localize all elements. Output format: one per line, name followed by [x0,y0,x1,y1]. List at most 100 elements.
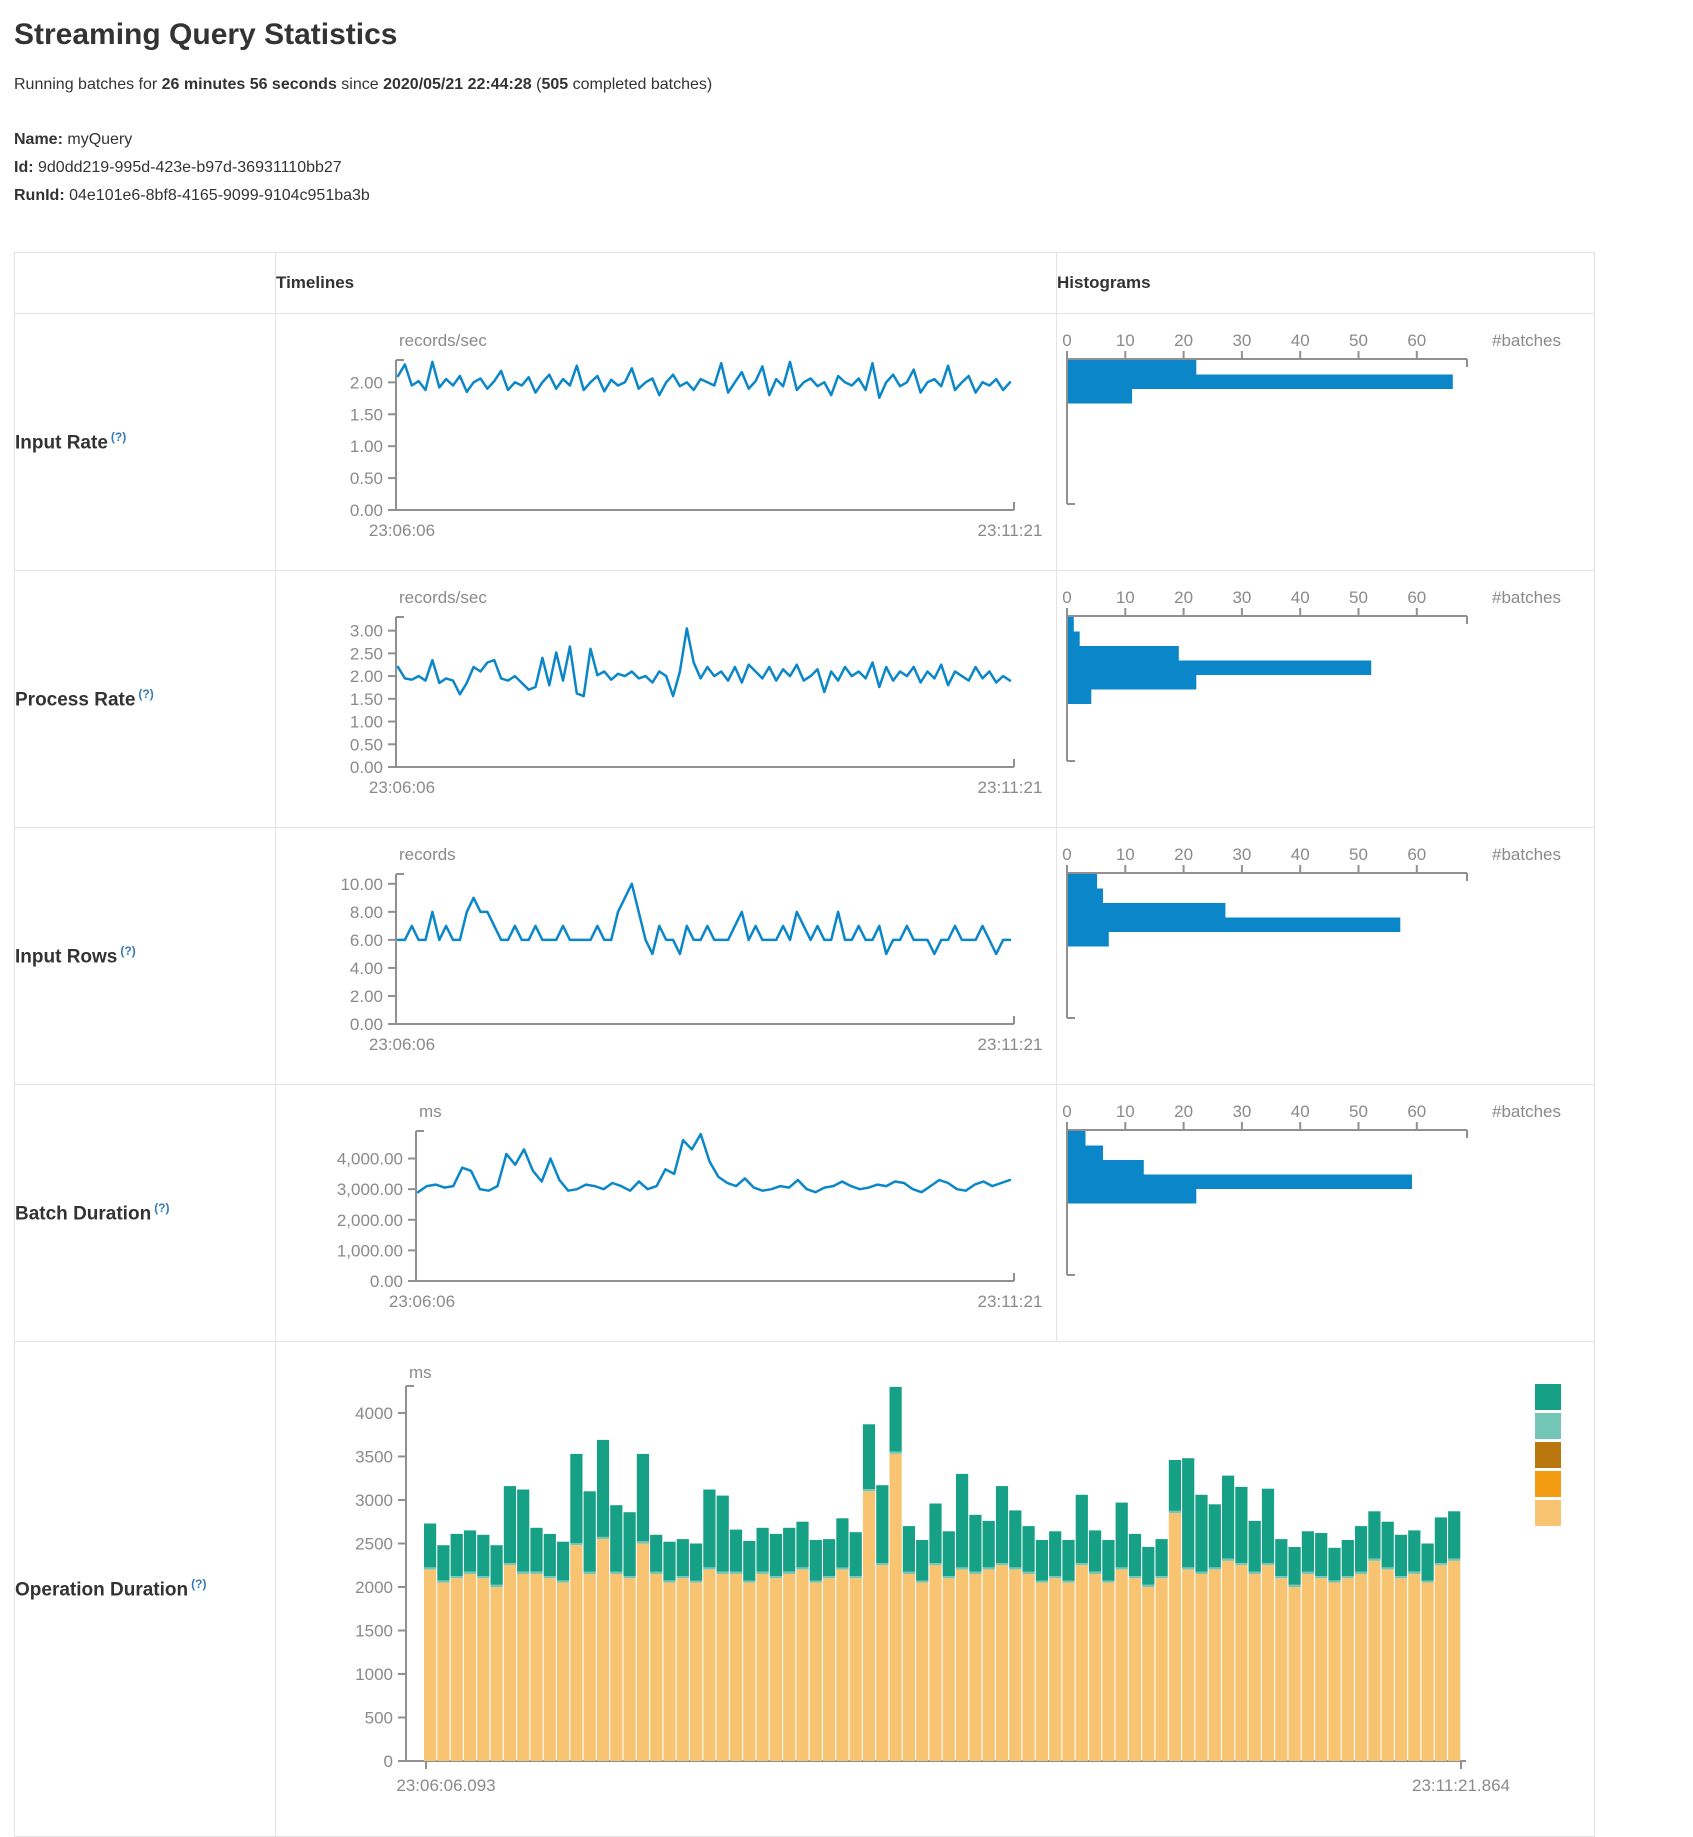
running-duration: 26 minutes 56 seconds [161,76,337,93]
op-bar-sliver [889,1451,902,1454]
op-bar-sliver [437,1580,450,1583]
input-rate-line [396,360,1012,399]
op-bar-base [1128,1578,1142,1761]
op-bar-base [969,1573,982,1761]
op-bar-sliver [424,1567,437,1570]
op-bar-base [1261,1565,1275,1761]
legend-swatch [1535,1442,1561,1468]
input-rows-ytick: 2.00 [350,987,383,1006]
batch-duration-line [416,1132,1012,1194]
op-bar-sliver [1075,1563,1088,1566]
op-bar-top [956,1473,969,1568]
op-bar-base [889,1453,902,1761]
op-bar-sliver [1168,1510,1181,1514]
process-rate-help-icon[interactable]: (?) [138,686,154,701]
op-bar-base [1235,1565,1248,1761]
input-rows-help-icon[interactable]: (?) [120,943,136,958]
op-bar-sliver [1288,1584,1301,1587]
input-rate-row: Input Rate (?) records/sec 0.00 0.50 1.00 1.5… [14,313,1595,571]
op-bar-base [1408,1573,1421,1761]
op-bar-top [942,1531,955,1577]
op-bar-base [570,1545,583,1761]
input-rows-hist-xtick: 50 [1349,845,1368,864]
op-bar-base [503,1565,516,1761]
op-bar-sliver [1089,1571,1102,1574]
op-bar-base [1155,1578,1168,1761]
op-bar-sliver [676,1576,689,1579]
input-rows-hist-xtick: 60 [1407,845,1426,864]
op-bar-top [477,1534,490,1577]
op-bar-sliver [783,1571,796,1574]
op-bar-base [450,1578,463,1761]
input-rows-ytick: 10.00 [340,875,383,894]
batch-duration-hist-xtick: 0 [1062,1102,1071,1121]
process-rate-label: Process Rate [15,689,136,711]
query-id-value: 9d0dd219-995d-423e-b97d-36931110bb27 [38,159,342,176]
op-bar-base [743,1582,756,1761]
op-bar-base [583,1573,596,1761]
batch-duration-label-cell: Batch Duration (?) [14,1084,276,1342]
op-bar-sliver [703,1567,716,1570]
legend-swatch [1535,1500,1561,1526]
process-rate-unit-label: records/sec [399,588,487,607]
op-bar-base [1315,1578,1328,1761]
op-bar-base [982,1569,995,1761]
batch-duration-help-icon[interactable]: (?) [154,1200,170,1215]
process-rate-ytick: 2.00 [350,667,383,686]
input-rows-hist-bar [1068,932,1109,947]
op-bar-base [956,1569,969,1761]
op-bar-base [530,1573,543,1761]
input-rows-hist-bar [1068,888,1103,903]
op-bar-top [1355,1526,1368,1572]
process-rate-hist-xtick: 30 [1232,588,1251,607]
op-bar-base [929,1565,942,1761]
op-bar-base [1328,1582,1341,1761]
op-bar-sliver [1049,1576,1062,1579]
op-bar-top [1035,1540,1048,1581]
op-bar-top [1049,1531,1062,1577]
op-bar-sliver [1102,1580,1115,1583]
op-bar-top [1089,1530,1102,1572]
op-bar-base [1394,1578,1408,1761]
op-bar-base [1115,1569,1128,1761]
input-rows-batches-label: #batches [1492,845,1561,864]
batch-duration-ytick: 1,000.00 [337,1241,403,1260]
operation-duration-help-icon[interactable]: (?) [191,1576,207,1591]
input-rows-ytick: 6.00 [350,931,383,950]
op-bar-top [1182,1458,1195,1568]
input-rows-row: Input Rows (?) records 0.00 2.00 4.00 6.00 8.0… [14,827,1595,1085]
op-bar-base [1355,1573,1368,1761]
op-bar-base [809,1582,822,1761]
process-rate-histogram-chart: 0 10 20 30 40 50 60 #batches [1057,571,1594,827]
input-rate-hist-xtick: 10 [1116,331,1135,350]
op-bar-sliver [902,1571,915,1574]
op-bar-base [557,1582,570,1761]
process-rate-hist-bar [1068,675,1197,690]
op-bar-sliver [1022,1571,1035,1574]
op-bar-top [809,1540,822,1581]
process-rate-hist-xtick: 20 [1174,588,1193,607]
op-bar-top [676,1539,689,1577]
batch-duration-hist-bar [1068,1160,1144,1175]
op-bar-base [756,1573,769,1761]
operation-duration-ytick: 0 [384,1752,393,1771]
operation-duration-label: Operation Duration [15,1579,189,1601]
op-bar-base [1222,1560,1235,1761]
batch-duration-xend: 23:11:21 [978,1292,1043,1311]
input-rows-label: Input Rows [15,946,118,968]
op-bar-base [650,1573,663,1761]
op-bar-top [1421,1543,1434,1581]
op-bar-top [1022,1526,1035,1572]
operation-duration-ytick: 1500 [355,1621,393,1640]
op-bar-top [1288,1547,1301,1585]
op-bar-base [1049,1578,1062,1761]
op-bar-top [995,1486,1009,1564]
input-rate-help-icon[interactable]: (?) [110,429,127,444]
op-bar-sliver [809,1580,822,1583]
op-bar-sliver [849,1576,862,1579]
input-rate-ytick: 1.00 [350,437,383,456]
batch-duration-hist-xtick: 40 [1291,1102,1310,1121]
op-bar-top [543,1533,556,1577]
op-bar-sliver [1421,1580,1434,1583]
